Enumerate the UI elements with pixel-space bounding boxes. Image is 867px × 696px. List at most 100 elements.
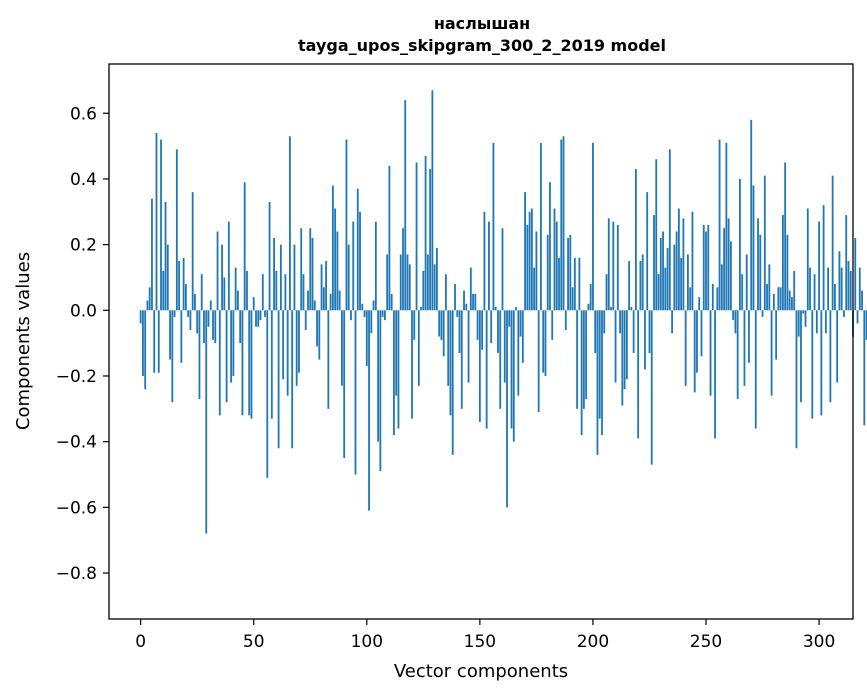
bar xyxy=(424,155,427,311)
bar xyxy=(770,310,773,396)
bar xyxy=(535,231,538,311)
bar xyxy=(786,234,789,311)
bar xyxy=(820,310,823,416)
bar xyxy=(542,310,545,373)
chart-title-line2: tayga_upos_skipgram_300_2_2019 model xyxy=(298,36,666,55)
bar xyxy=(662,231,664,311)
bar xyxy=(404,100,407,311)
bar xyxy=(368,310,370,511)
bar xyxy=(331,185,334,311)
bar xyxy=(596,310,599,455)
bar xyxy=(237,290,239,311)
x-tick-label: 300 xyxy=(803,632,835,652)
y-axis-ticks: 0.6 0.4 0.2 0.0 −0.2 −0.4 −0.6 −0.8 xyxy=(56,104,109,584)
x-tick-label: 200 xyxy=(577,632,609,652)
bar xyxy=(854,238,857,311)
bar xyxy=(519,310,522,337)
bar xyxy=(239,310,242,344)
bar xyxy=(605,274,608,311)
bar xyxy=(693,310,696,393)
bar xyxy=(478,310,481,422)
bar xyxy=(411,310,413,419)
bar xyxy=(214,310,217,344)
bar xyxy=(420,307,422,311)
y-tick-label: 0.0 xyxy=(70,301,97,321)
x-axis-ticks: 0 50 100 150 200 250 300 xyxy=(135,619,835,652)
bar xyxy=(781,215,784,311)
bar xyxy=(302,274,305,311)
bar xyxy=(221,244,223,311)
bar xyxy=(467,310,470,383)
bar xyxy=(372,300,375,311)
bar xyxy=(207,310,210,327)
bar xyxy=(836,310,839,383)
bar xyxy=(644,310,646,370)
bar xyxy=(619,310,621,334)
bar xyxy=(510,310,513,429)
bar xyxy=(503,310,506,383)
bar xyxy=(741,274,744,311)
bar xyxy=(279,244,282,311)
bar xyxy=(582,310,585,409)
bar xyxy=(775,310,778,360)
bar xyxy=(718,139,721,311)
bar xyxy=(200,274,203,311)
bar xyxy=(173,310,176,317)
bar xyxy=(673,244,676,311)
bar xyxy=(203,310,205,344)
bar xyxy=(399,254,402,311)
bar xyxy=(485,310,488,429)
bar xyxy=(766,284,768,311)
bar xyxy=(307,290,309,311)
bar xyxy=(413,310,416,340)
bar xyxy=(463,290,465,311)
bar xyxy=(603,310,606,334)
bar xyxy=(616,224,619,311)
bar xyxy=(352,221,355,311)
bar xyxy=(246,270,248,311)
bar xyxy=(716,287,719,311)
bar xyxy=(497,310,499,353)
bar xyxy=(648,310,651,353)
bar xyxy=(212,310,214,340)
bar xyxy=(845,215,848,311)
bar xyxy=(540,142,542,311)
bar xyxy=(243,182,246,311)
bar xyxy=(259,310,262,321)
bar xyxy=(155,132,158,311)
bar xyxy=(397,310,400,429)
bar xyxy=(182,257,185,311)
bar xyxy=(370,310,373,334)
bar xyxy=(218,310,221,416)
bar xyxy=(189,310,192,330)
bar xyxy=(592,142,594,311)
bar xyxy=(517,310,520,396)
bar xyxy=(142,310,144,376)
bar xyxy=(630,307,633,311)
bar xyxy=(447,310,450,386)
bar xyxy=(750,119,753,311)
bar xyxy=(641,254,644,311)
bar xyxy=(698,297,701,311)
chart-title-line1: наслышан xyxy=(434,14,530,33)
bar xyxy=(252,297,255,311)
bar xyxy=(768,264,771,311)
bar xyxy=(863,310,866,426)
bar xyxy=(250,310,253,419)
bar xyxy=(813,274,816,311)
bar xyxy=(144,310,147,390)
bar xyxy=(255,310,257,327)
bar xyxy=(146,300,149,311)
bar xyxy=(164,201,167,311)
bar xyxy=(318,310,321,360)
bar xyxy=(334,208,337,311)
bar xyxy=(824,310,827,334)
bar xyxy=(802,310,805,314)
bar xyxy=(521,310,524,363)
bar xyxy=(589,284,592,311)
bar xyxy=(729,241,732,311)
bar xyxy=(736,310,739,399)
bar xyxy=(295,310,298,386)
bar xyxy=(442,310,445,357)
x-tick-label: 0 xyxy=(135,632,146,652)
